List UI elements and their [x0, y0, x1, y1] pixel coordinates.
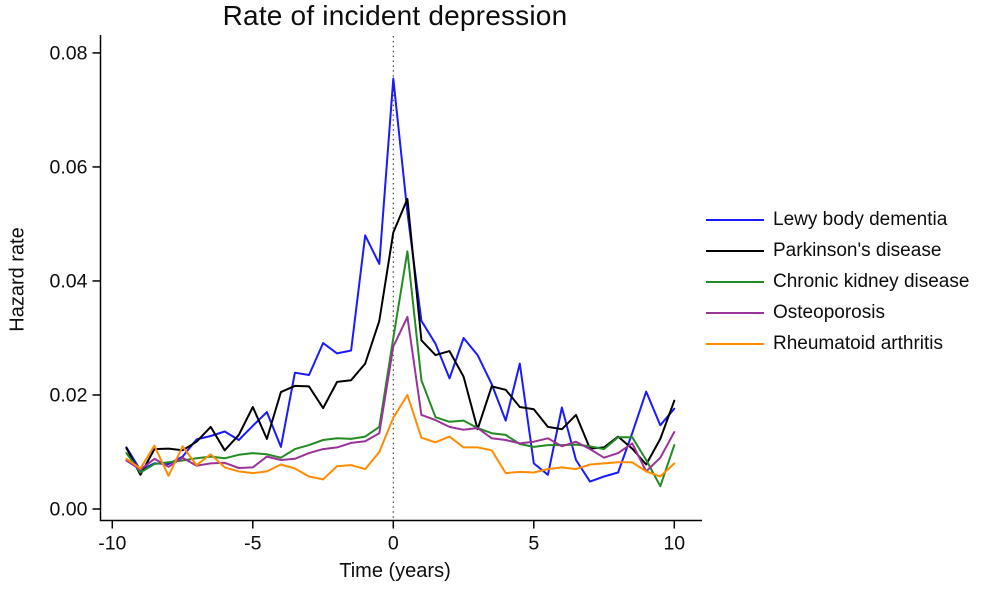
x-tick-label: 5 — [528, 533, 539, 555]
legend-swatch — [706, 280, 764, 283]
legend-swatch — [706, 249, 764, 252]
legend-item: Chronic kidney disease — [706, 266, 969, 297]
x-tick-label: -5 — [244, 533, 261, 555]
series-line — [125, 197, 676, 476]
x-tick-label: -10 — [98, 533, 126, 555]
x-tick-label: 10 — [663, 533, 685, 555]
y-tick-label: 0.06 — [50, 156, 88, 178]
y-tick-label: 0.02 — [50, 384, 88, 406]
legend-item: Lewy body dementia — [706, 204, 969, 235]
legend-label: Chronic kidney disease — [773, 270, 970, 292]
legend-item: Parkinson's disease — [706, 235, 969, 266]
legend-swatch — [706, 342, 764, 345]
x-tick-label: 0 — [388, 533, 399, 555]
legend-swatch — [706, 218, 764, 221]
legend-swatch — [706, 311, 764, 314]
legend-label: Osteoporosis — [773, 301, 885, 323]
legend-item: Osteoporosis — [706, 297, 969, 328]
series-line — [125, 77, 676, 483]
legend-label: Lewy body dementia — [773, 208, 948, 230]
x-axis-label: Time (years) — [339, 560, 451, 582]
chart-title: Rate of incident depression — [222, 0, 568, 31]
y-tick-label: 0.08 — [50, 42, 88, 64]
legend-item: Rheumatoid arthritis — [706, 328, 969, 359]
legend-label: Rheumatoid arthritis — [773, 332, 944, 354]
series-line — [125, 315, 676, 473]
legend-label: Parkinson's disease — [773, 239, 942, 261]
y-tick-label: 0.00 — [50, 499, 88, 521]
series-line — [125, 394, 676, 481]
legend: Lewy body dementia Parkinson's disease Chr… — [706, 204, 969, 359]
y-tick-label: 0.04 — [50, 270, 88, 292]
